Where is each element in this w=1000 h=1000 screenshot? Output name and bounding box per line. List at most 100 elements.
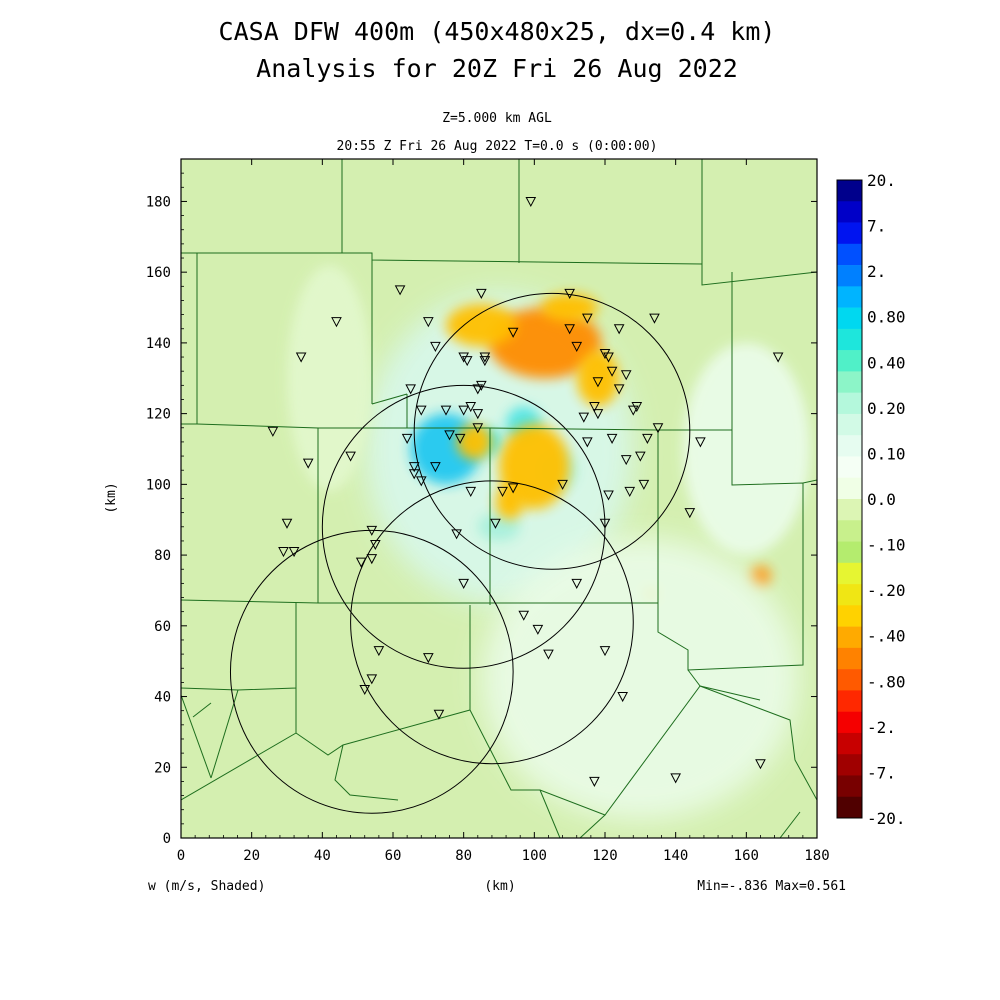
station-marker	[649, 313, 660, 324]
station-marker	[423, 317, 434, 328]
station-marker	[401, 433, 413, 444]
colorbar-label: 0.80	[867, 308, 906, 327]
title-line-2: Analysis for 20Z Fri 26 Aug 2022	[256, 54, 738, 83]
colorbar-swatch	[837, 732, 862, 755]
station-marker	[458, 352, 469, 363]
station-marker	[366, 554, 378, 565]
x-axis-ticks: 0 20 40 60 80 100 120 140 160 180	[177, 159, 830, 864]
y-tick-label: 120	[146, 407, 171, 423]
subtitle-level: Z=5.000 km AGL	[442, 111, 552, 126]
station-marker	[638, 479, 650, 490]
station-marker	[454, 433, 466, 444]
station-marker	[405, 384, 416, 395]
station-marker	[408, 462, 420, 473]
county-borders	[181, 159, 817, 838]
station-marker	[461, 356, 473, 367]
y-tick-label: 160	[146, 265, 171, 281]
station-marker	[599, 349, 611, 360]
x-tick-label: 60	[385, 848, 402, 864]
colorbar-swatch	[837, 307, 862, 330]
colorbar-swatch	[837, 222, 862, 245]
field-region	[456, 424, 492, 460]
station-marker	[451, 529, 462, 540]
station-marker	[613, 384, 625, 395]
x-axis-label: (km)	[484, 879, 515, 894]
station-marker	[578, 412, 590, 423]
colorbar-frame	[836, 179, 863, 819]
subtitle-time: 20:55 Z Fri 26 Aug 2022 T=0.0 s (0:00:00…	[337, 139, 658, 154]
field-region	[477, 512, 521, 541]
station-marker	[490, 518, 501, 529]
y-tick-label: 140	[146, 336, 171, 352]
station-marker	[479, 352, 491, 363]
station-marker	[543, 649, 554, 660]
station-marker	[370, 539, 381, 551]
colorbar-label: 0.40	[867, 353, 906, 372]
station-marker	[497, 486, 508, 497]
radar-ring	[229, 529, 514, 814]
station-marker	[564, 324, 575, 335]
colorbar-swatch	[837, 243, 862, 266]
y-tick-label: 100	[146, 477, 171, 493]
colorbar-swatch	[837, 392, 862, 415]
y-axis-ticks: 0 20 40 60 80 100 120 140 160 180	[146, 158, 817, 847]
station-marker	[582, 313, 593, 324]
colorbar-swatch	[837, 647, 862, 670]
station-marker	[599, 518, 611, 529]
station-marker	[345, 451, 356, 462]
station-marker	[571, 578, 583, 589]
min-max-label: Min=-.836 Max=0.561	[697, 879, 846, 894]
station-marker	[295, 352, 307, 363]
station-markers	[267, 196, 784, 787]
station-marker	[281, 518, 293, 529]
station-marker	[592, 377, 604, 388]
colorbar-swatch	[837, 456, 862, 479]
station-marker	[670, 773, 681, 784]
colorbar-swatch	[837, 775, 862, 798]
y-tick-label: 20	[154, 760, 171, 776]
station-marker	[589, 402, 600, 413]
station-marker	[624, 486, 636, 497]
y-tick-label: 180	[146, 194, 171, 210]
station-marker	[278, 547, 289, 558]
station-marker	[476, 380, 487, 391]
station-marker	[476, 288, 487, 299]
station-marker	[684, 508, 696, 519]
station-marker	[430, 462, 441, 473]
station-marker	[507, 327, 519, 338]
station-marker	[772, 352, 784, 363]
station-marker	[433, 709, 445, 720]
field-region	[287, 265, 372, 492]
station-marker	[571, 341, 583, 353]
colorbar-label: -2.	[867, 718, 896, 737]
station-marker	[465, 486, 477, 497]
station-marker	[599, 646, 611, 657]
station-marker	[627, 405, 639, 416]
variable-label: w (m/s, Shaded)	[148, 879, 265, 894]
colorbar-label: -.20	[867, 581, 906, 600]
station-marker	[331, 317, 342, 328]
y-tick-label: 80	[154, 548, 171, 564]
station-marker	[355, 557, 367, 568]
colorbar-swatch	[837, 754, 862, 776]
colorbar: 20. 7. 2. 0.80 0.40 0.20 0.10 0.0 -.10 -.20 -.40 -.…	[836, 171, 906, 828]
station-marker	[532, 624, 544, 635]
station-marker	[267, 426, 279, 437]
colorbar-swatch	[837, 180, 862, 202]
colorbar-label: 0.20	[867, 399, 906, 418]
station-marker	[582, 437, 593, 448]
colorbar-swatch	[837, 796, 862, 819]
colorbar-swatch	[837, 435, 862, 457]
station-marker	[458, 578, 469, 589]
colorbar-swatch	[837, 690, 862, 712]
colorbar-swatch	[837, 711, 862, 734]
colorbar-label: -7.	[867, 763, 896, 782]
x-tick-label: 20	[243, 848, 260, 864]
colorbar-swatch	[837, 286, 862, 308]
station-marker	[423, 653, 434, 664]
plot-area: 0 20 40 60 80 100 120 140 160 180 0 20 40 60 80 100 120…	[146, 158, 830, 864]
field-region	[495, 484, 524, 520]
colorbar-swatch	[837, 520, 862, 542]
colorbar-label: 7.	[867, 217, 886, 236]
field-region	[682, 342, 810, 556]
